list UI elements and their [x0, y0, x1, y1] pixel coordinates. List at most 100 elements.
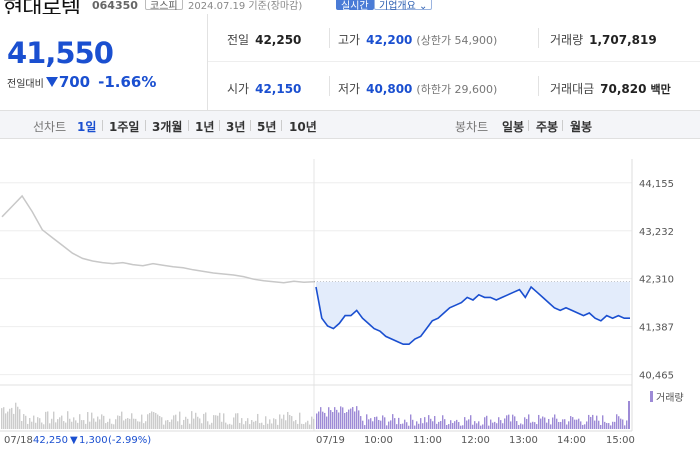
volume-bar	[326, 416, 328, 429]
volume-bar	[21, 421, 23, 429]
company-info-dropdown[interactable]: 기업개요 ⌄	[374, 0, 433, 12]
volume-bar	[364, 425, 366, 429]
volume-bar	[19, 409, 21, 429]
volume-bar	[320, 407, 322, 429]
tab-3m[interactable]: 3개월	[152, 120, 183, 134]
volume-bar	[227, 424, 229, 429]
volume-bar	[221, 421, 223, 429]
tab-divider	[102, 120, 103, 131]
volume-bar	[456, 419, 458, 429]
volume-bar	[127, 418, 129, 429]
volume-bar	[464, 417, 466, 429]
volume-bar	[402, 423, 404, 429]
volume-bar	[454, 421, 456, 429]
volume-bar	[540, 418, 542, 429]
tab-5y[interactable]: 5년	[257, 120, 277, 134]
volume-bar	[616, 414, 618, 429]
volume-bar	[141, 414, 143, 429]
tab-daily[interactable]: 일봉	[502, 120, 525, 134]
candle-chart-label: 봉차트	[455, 120, 489, 134]
volume-bar	[530, 422, 532, 429]
volume-bar	[177, 421, 179, 429]
realtime-button[interactable]: 실시간	[336, 0, 374, 12]
volume-bar	[398, 417, 400, 429]
volume-bar	[37, 417, 39, 429]
volume-bar	[253, 421, 255, 429]
volume-bar	[281, 418, 283, 429]
volume-bar	[410, 414, 412, 429]
volume-bar	[9, 408, 11, 429]
volume-bar	[173, 415, 175, 429]
volume-bar	[538, 414, 540, 429]
y-tick-label: 41,387	[639, 323, 674, 334]
volume-bar	[139, 421, 141, 429]
tab-3y[interactable]: 3년	[226, 120, 246, 134]
volume-bar	[484, 417, 486, 429]
volume-bar	[452, 422, 454, 429]
volume-bar	[570, 416, 572, 429]
volume-bar	[356, 406, 358, 429]
today-area-fill	[316, 281, 630, 345]
volume-bar	[289, 414, 291, 429]
stats-grid: 전일 42,250 고가 42,200 (상한가 54,900) 거래량 1,7…	[208, 14, 700, 110]
tab-monthly[interactable]: 월봉	[570, 120, 593, 134]
volume-bar	[213, 415, 215, 429]
volume-bar	[87, 412, 89, 429]
volume-bar	[388, 421, 390, 429]
x-tick-label: 07/19	[316, 435, 345, 446]
volume-bar	[125, 418, 127, 429]
volume-bar	[235, 413, 237, 429]
volume-bar	[550, 424, 552, 429]
volume-bar	[95, 421, 97, 429]
volume-bar	[93, 418, 95, 429]
volume-bar	[275, 419, 277, 429]
volume-bar	[263, 424, 265, 429]
volume-bar	[149, 412, 151, 429]
volume-bar	[217, 415, 219, 429]
tab-divider	[145, 120, 146, 131]
tab-1d[interactable]: 1일	[77, 120, 97, 134]
tab-weekly[interactable]: 주봉	[536, 120, 559, 134]
volume-bar	[536, 424, 538, 429]
volume-bar	[322, 411, 324, 429]
volume-bar	[89, 421, 91, 429]
prev-day-date: 07/18	[4, 435, 33, 446]
volume-bar	[193, 418, 195, 429]
volume-bar	[582, 424, 584, 429]
volume-bar	[249, 424, 251, 429]
volume-bar	[556, 418, 558, 429]
volume-bar	[1, 408, 3, 429]
volume-bar	[99, 419, 101, 429]
volume-bar	[592, 414, 594, 429]
volume-bar	[494, 421, 496, 429]
volume-bar	[267, 423, 269, 429]
volume-bar	[596, 415, 598, 429]
volume-bar	[412, 419, 414, 429]
tab-1w[interactable]: 1주일	[109, 120, 140, 134]
line-chart-label: 선차트	[33, 120, 67, 134]
volume-bar	[620, 418, 622, 429]
open-label: 시가	[227, 82, 250, 96]
volume-bar	[123, 420, 125, 429]
volume-bar	[510, 421, 512, 429]
volume-bar	[490, 419, 492, 429]
volume-bar	[45, 411, 47, 429]
volume-bar	[382, 415, 384, 429]
down-arrow-icon	[45, 77, 58, 87]
volume-bar	[271, 423, 273, 429]
lower-limit: (하한가 29,600)	[416, 83, 498, 96]
volume-bar	[305, 422, 307, 429]
volume-bar	[167, 419, 169, 429]
volume-bar	[105, 423, 107, 429]
volume-bar	[157, 414, 159, 429]
volume-bar	[287, 411, 289, 429]
volume-bar	[348, 409, 350, 429]
tab-1y[interactable]: 1년	[195, 120, 215, 134]
high-label: 고가	[338, 33, 361, 47]
volume-bar	[57, 419, 59, 429]
volume-bar	[181, 424, 183, 429]
volume-bar	[117, 415, 119, 429]
volume-bar	[480, 425, 482, 429]
tab-10y[interactable]: 10년	[289, 120, 317, 134]
volume-bar	[482, 424, 484, 429]
